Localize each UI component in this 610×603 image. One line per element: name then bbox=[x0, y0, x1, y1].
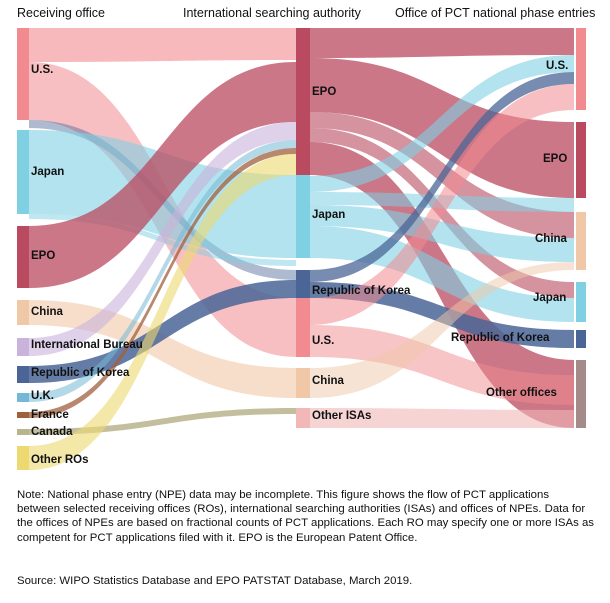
footnote: Note: National phase entry (NPE) data ma… bbox=[17, 489, 594, 544]
left-label-international-bureau: International Bureau bbox=[31, 339, 143, 351]
flow-us-isa-to-other bbox=[310, 325, 574, 405]
node-left-china bbox=[17, 300, 29, 325]
left-label-us: U.S. bbox=[31, 64, 54, 76]
middle-label-other-isas: Other ISAs bbox=[312, 410, 372, 422]
flow-china-isa-to-china bbox=[310, 262, 574, 398]
header-isa: International searching authority bbox=[183, 6, 361, 20]
flow-japan-isa-to-us bbox=[310, 55, 574, 192]
node-right-other-offices bbox=[576, 360, 586, 428]
node-left-epo bbox=[17, 226, 29, 288]
right-label-us: U.S. bbox=[546, 60, 569, 72]
right-label-china: China bbox=[535, 233, 567, 245]
node-middle-epo bbox=[296, 28, 310, 175]
left-label-france: France bbox=[31, 409, 69, 421]
node-middle-japan bbox=[296, 175, 310, 258]
flow-france-to-epo bbox=[29, 148, 296, 418]
left-label-other-ros: Other ROs bbox=[31, 454, 89, 466]
right-label-korea: Republic of Korea bbox=[451, 332, 550, 344]
flow-uk-to-epo bbox=[29, 140, 296, 402]
source-note: Source: WIPO Statistics Database and EPO… bbox=[17, 575, 413, 587]
node-middle-china bbox=[296, 368, 310, 398]
sankey-diagram bbox=[17, 28, 586, 470]
right-label-epo: EPO bbox=[543, 153, 568, 165]
right-label-japan: Japan bbox=[533, 292, 567, 304]
left-label-korea: Republic of Korea bbox=[31, 367, 130, 379]
flow-japan-isa-to-china bbox=[310, 205, 574, 262]
nodes bbox=[17, 28, 586, 470]
middle-label-japan: Japan bbox=[312, 209, 346, 221]
node-right-us bbox=[576, 28, 586, 110]
node-left-uk bbox=[17, 393, 29, 402]
left-label-china: China bbox=[31, 306, 63, 318]
node-left-france bbox=[17, 412, 29, 418]
flow-ib-to-epo bbox=[29, 122, 296, 356]
node-left-korea bbox=[17, 366, 29, 383]
node-right-korea bbox=[576, 330, 586, 348]
node-right-china bbox=[576, 212, 586, 270]
flow-other-ros-to-epo bbox=[29, 154, 296, 470]
middle-label-epo: EPO bbox=[312, 86, 337, 98]
flow-epo-isa-to-us bbox=[310, 28, 574, 58]
flow-other-isas-to-other bbox=[310, 408, 574, 428]
left-label-uk: U.K. bbox=[31, 390, 54, 402]
header-npe: Office of PCT national phase entries bbox=[395, 6, 596, 20]
flow-us-isa-to-us bbox=[310, 84, 574, 325]
flow-us-to-epo bbox=[29, 28, 296, 62]
node-left-ib bbox=[17, 338, 29, 356]
right-label-other-offices: Other offices bbox=[486, 387, 557, 399]
middle-label-us: U.S. bbox=[312, 335, 335, 347]
node-right-japan bbox=[576, 282, 586, 322]
flow-korea-isa-to-us bbox=[310, 72, 574, 282]
flow-korea-to-korea bbox=[29, 280, 296, 383]
left-label-canada: Canada bbox=[31, 426, 73, 438]
node-middle-other-isas bbox=[296, 408, 310, 428]
flow-epo-to-epo bbox=[29, 62, 296, 288]
node-middle-korea bbox=[296, 270, 310, 298]
node-middle-us bbox=[296, 298, 310, 357]
left-label-japan: Japan bbox=[31, 166, 65, 178]
header-receiving-office: Receiving office bbox=[17, 6, 106, 20]
middle-label-korea: Republic of Korea bbox=[312, 285, 411, 297]
node-left-us bbox=[17, 28, 29, 120]
node-left-japan bbox=[17, 130, 29, 214]
node-right-epo bbox=[576, 122, 586, 198]
node-left-canada bbox=[17, 429, 29, 435]
node-left-other-ros bbox=[17, 446, 29, 470]
flow-links bbox=[29, 28, 574, 470]
left-label-epo: EPO bbox=[31, 250, 56, 262]
middle-label-china: China bbox=[312, 375, 344, 387]
